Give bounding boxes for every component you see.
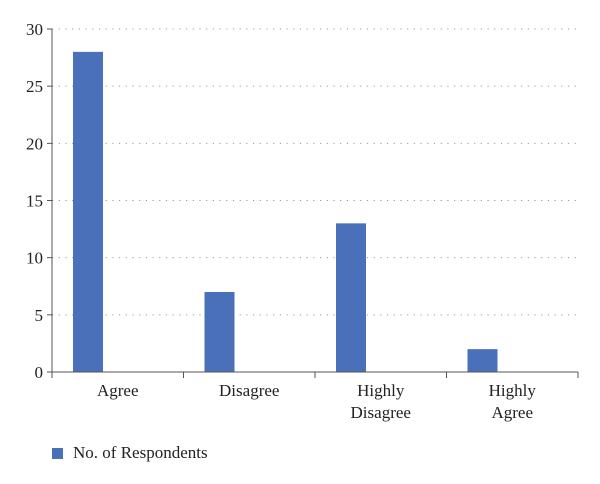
gridlines: [52, 28, 578, 316]
x-axis-labels: Agree Disagree Highly Disagree Highly Agree: [97, 381, 536, 422]
y-tick-label: 30: [26, 20, 43, 39]
y-tick-label: 25: [26, 77, 43, 96]
bar: [336, 223, 366, 372]
bar-chart: 0 5 10 15 20 25 30 Agree Disagree Highly Disagree…: [26, 20, 579, 422]
axes: [51, 29, 579, 378]
y-tick-label: 5: [35, 306, 44, 325]
y-tick-label: 0: [35, 363, 44, 382]
y-axis-ticks: 0 5 10 15 20 25 30: [26, 20, 52, 382]
bar: [73, 51, 103, 372]
x-category-label: Highly: [489, 381, 537, 400]
x-category-label: Disagree: [219, 381, 279, 400]
bar: [204, 291, 235, 372]
y-tick-label: 20: [26, 134, 43, 153]
bars: [73, 51, 498, 372]
bar: [467, 349, 498, 372]
legend: No. of Respondents: [52, 442, 208, 464]
x-category-label: Agree: [491, 403, 533, 422]
x-category-label: Agree: [97, 381, 139, 400]
x-category-label: Highly: [357, 381, 405, 400]
y-tick-label: 15: [26, 192, 43, 211]
legend-label: No. of Respondents: [73, 443, 208, 462]
legend-swatch: [52, 447, 63, 459]
x-category-label: Disagree: [351, 403, 411, 422]
y-tick-label: 10: [26, 249, 43, 268]
